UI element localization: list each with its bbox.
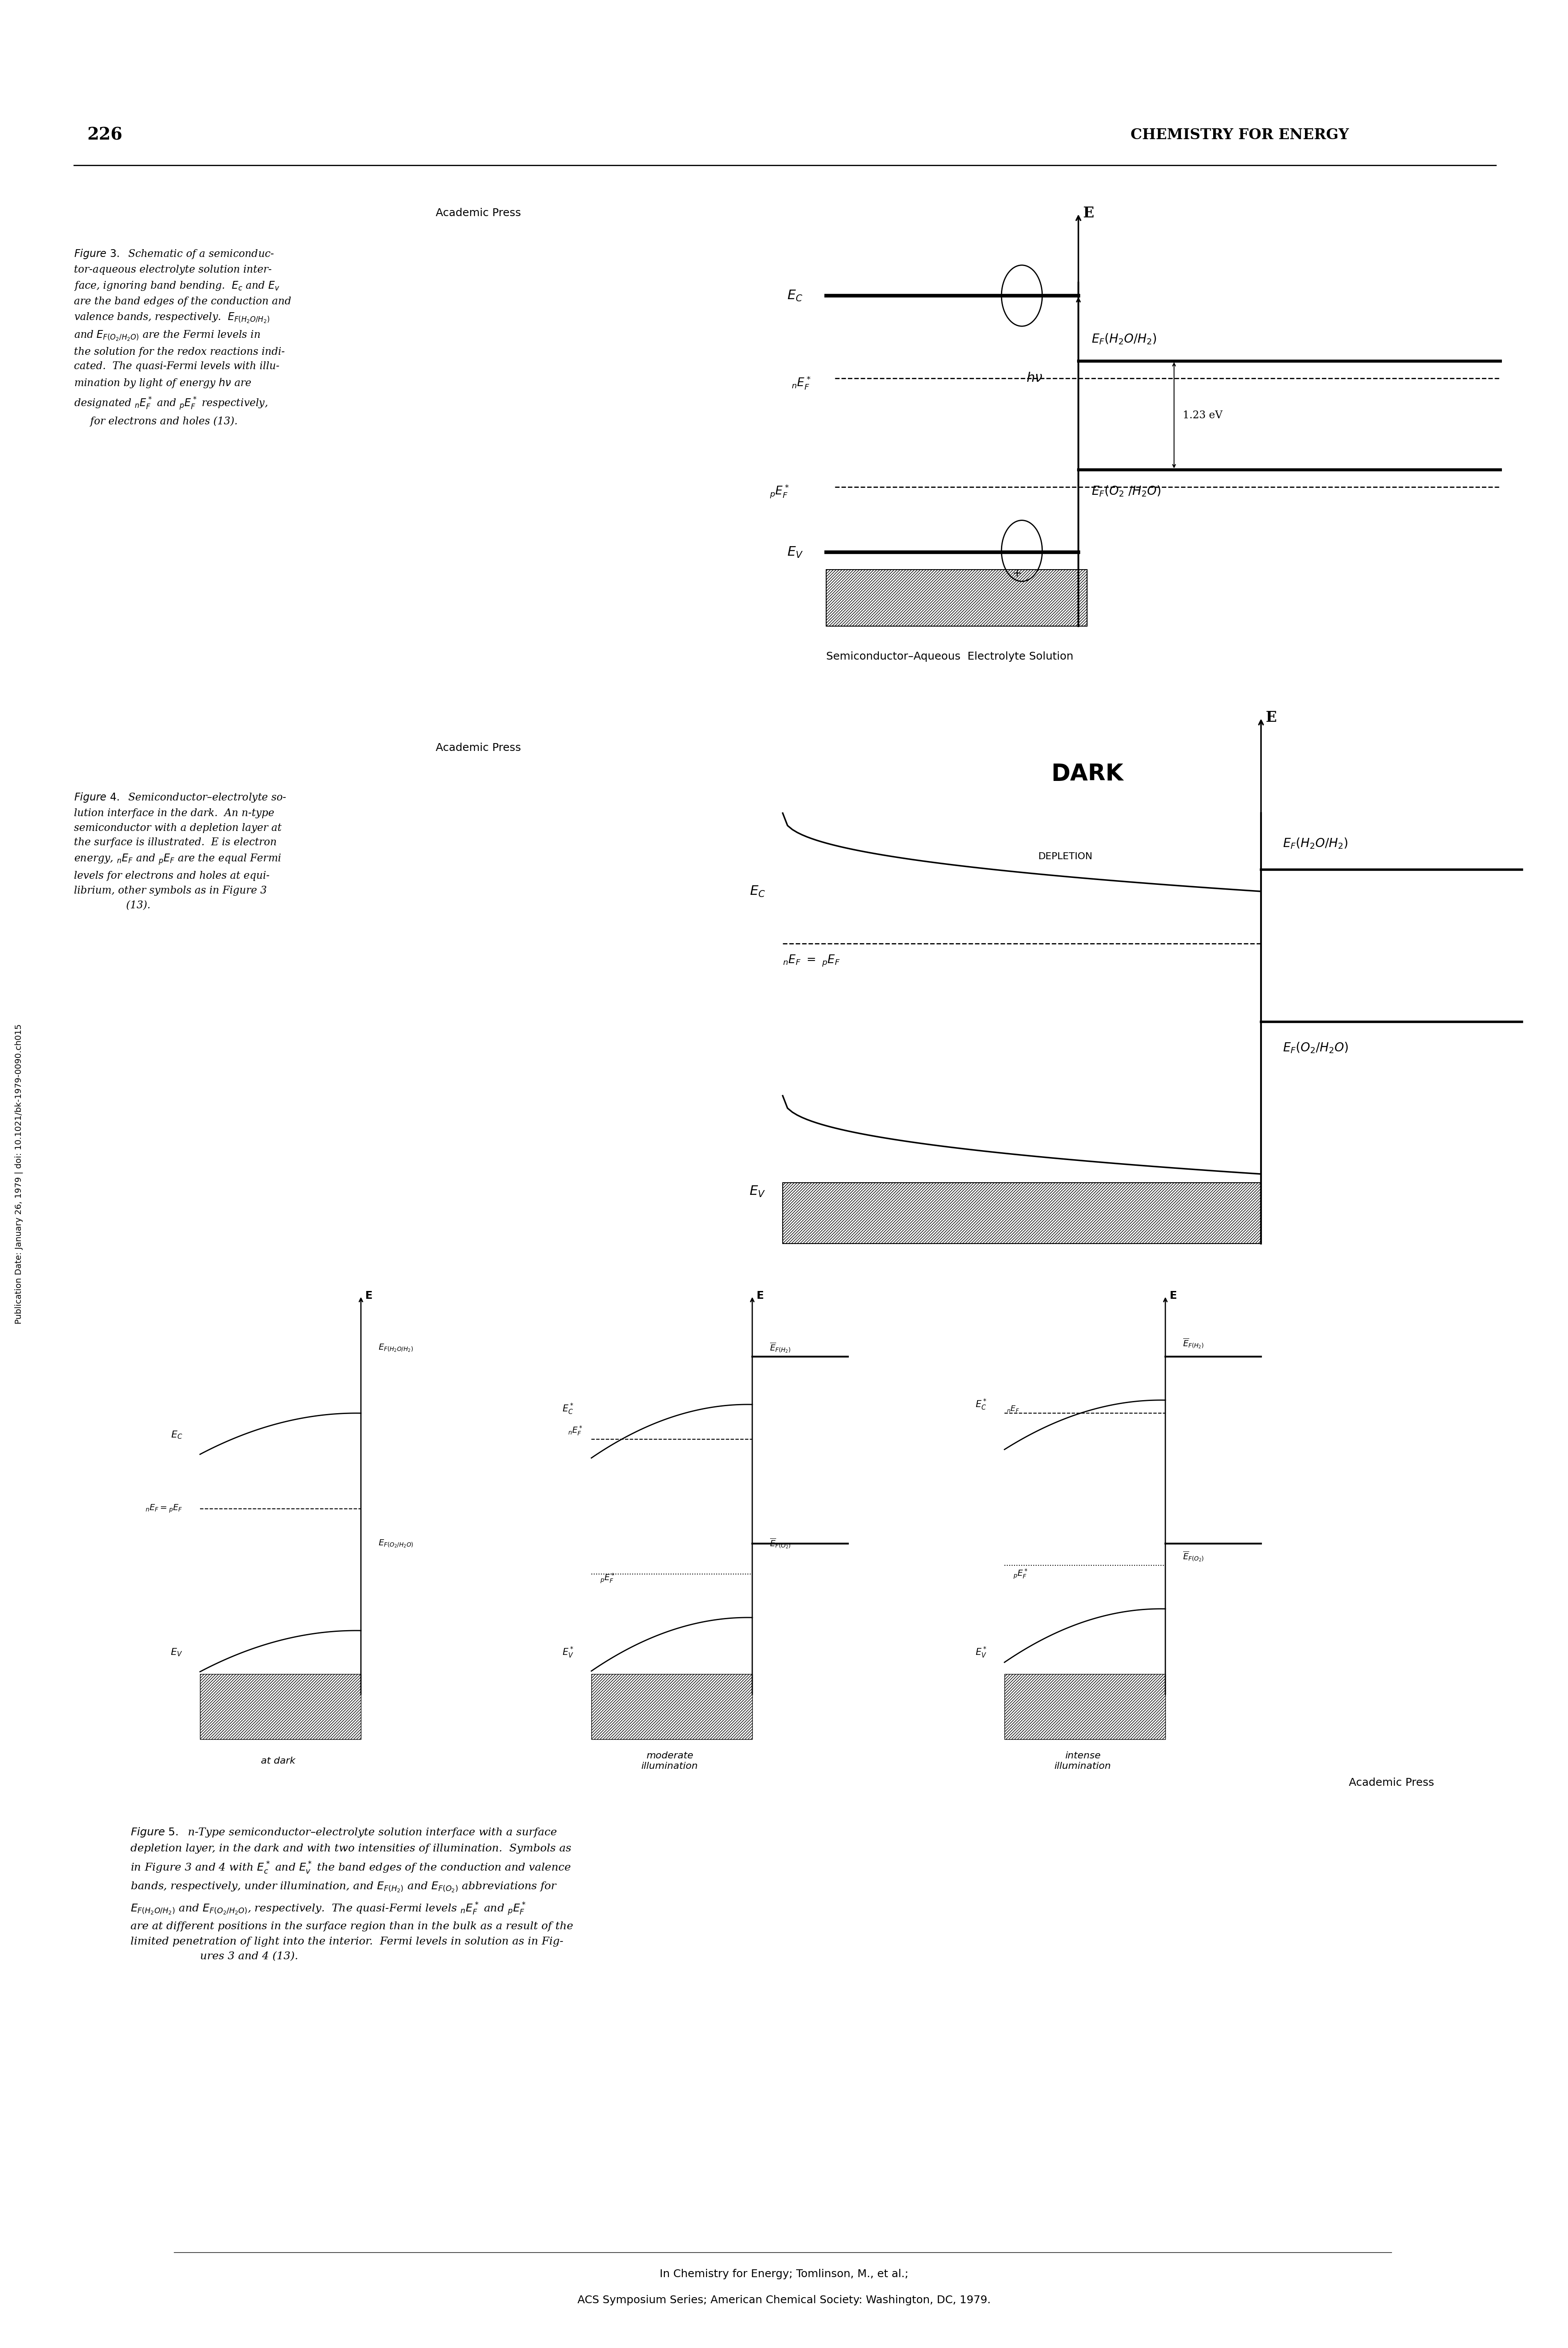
Text: $h\nu$: $h\nu$ (1025, 371, 1043, 385)
Text: $\overline{E}_{F(H_2)}$: $\overline{E}_{F(H_2)}$ (1182, 1338, 1204, 1350)
Text: $_pE_F^*$: $_pE_F^*$ (601, 1573, 615, 1585)
Text: $E_F(H_2O/H_2)$: $E_F(H_2O/H_2)$ (1091, 333, 1157, 345)
Text: $\overline{E}_{F(O_2)}$: $\overline{E}_{F(O_2)}$ (1182, 1550, 1204, 1564)
Text: $_nE_F^*$: $_nE_F^*$ (568, 1425, 583, 1437)
Text: $E_V$: $E_V$ (750, 1186, 765, 1197)
Text: $E_F(O_2/H_2O)$: $E_F(O_2/H_2O)$ (1283, 1040, 1348, 1054)
Text: $E_C^*$: $E_C^*$ (563, 1402, 574, 1416)
Text: In Chemistry for Energy; Tomlinson, M., et al.;: In Chemistry for Energy; Tomlinson, M., … (660, 2268, 908, 2280)
Bar (826, 571, 1087, 627)
Text: $E_V^*$: $E_V^*$ (563, 1646, 574, 1660)
Bar (1005, 1674, 1165, 1740)
Text: CHEMISTRY FOR ENERGY: CHEMISTRY FOR ENERGY (1131, 127, 1348, 141)
Text: $_pE_F^*$: $_pE_F^*$ (770, 484, 789, 500)
Text: $E_{F(H_2O/H_2)}$: $E_{F(H_2O/H_2)}$ (378, 1343, 414, 1352)
Text: $E_F(H_2O/H_2)$: $E_F(H_2O/H_2)$ (1283, 836, 1348, 850)
Text: $\it{Figure\ 3.}$  Schematic of a semiconduc-
tor-aqueous electrolyte solution i: $\it{Figure\ 3.}$ Schematic of a semicon… (74, 249, 292, 427)
Text: $-$: $-$ (1013, 291, 1021, 301)
Text: E: E (365, 1291, 373, 1301)
Text: $_nE_F\ =\ _pE_F$: $_nE_F\ =\ _pE_F$ (782, 953, 840, 967)
Text: $_nE_F^*$: $_nE_F^*$ (792, 376, 811, 390)
Text: E: E (1083, 207, 1094, 221)
Text: Academic Press: Academic Press (1348, 1777, 1435, 1787)
Text: Semiconductor–Aqueous  Electrolyte Solution: Semiconductor–Aqueous Electrolyte Soluti… (826, 650, 1074, 662)
Text: DARK: DARK (1051, 763, 1123, 784)
Text: $_pE_F^*$: $_pE_F^*$ (1013, 1568, 1029, 1580)
Text: $E_C$: $E_C$ (787, 289, 803, 303)
Text: ACS Symposium Series; American Chemical Society: Washington, DC, 1979.: ACS Symposium Series; American Chemical … (577, 2294, 991, 2306)
Text: Academic Press: Academic Press (436, 209, 521, 218)
Text: at dark: at dark (260, 1756, 295, 1766)
Text: $+$: $+$ (1013, 568, 1021, 580)
Text: $_nE_F$: $_nE_F$ (1007, 1404, 1019, 1413)
Bar (591, 1674, 753, 1740)
Text: $E_V$: $E_V$ (171, 1648, 182, 1658)
Text: $E_V^*$: $E_V^*$ (975, 1646, 988, 1660)
Text: E: E (757, 1291, 764, 1301)
Text: $E_C$: $E_C$ (750, 885, 765, 899)
Text: $\overline{E}_{F(H_2)}$: $\overline{E}_{F(H_2)}$ (770, 1341, 790, 1355)
Text: 226: 226 (86, 127, 122, 143)
Text: $E_V$: $E_V$ (787, 545, 803, 559)
Text: $E_C^*$: $E_C^*$ (975, 1397, 988, 1411)
Text: $\it{Figure\ 5.}$  n-Type semiconductor–electrolyte solution interface with a su: $\it{Figure\ 5.}$ n-Type semiconductor–e… (130, 1827, 574, 1961)
Text: moderate
illumination: moderate illumination (641, 1752, 698, 1770)
Text: $\overline{E}_{F(O_2)}$: $\overline{E}_{F(O_2)}$ (770, 1538, 790, 1550)
Text: Academic Press: Academic Press (436, 742, 521, 754)
Text: E: E (1170, 1291, 1178, 1301)
Text: $E_C$: $E_C$ (171, 1430, 182, 1439)
Text: intense
illumination: intense illumination (1054, 1752, 1112, 1770)
Bar (201, 1674, 361, 1740)
Bar (782, 1183, 1261, 1244)
Text: DEPLETION: DEPLETION (1038, 852, 1093, 862)
Text: $\it{Figure\ 4.}$  Semiconductor–electrolyte so-
lution interface in the dark.  : $\it{Figure\ 4.}$ Semiconductor–electrol… (74, 791, 287, 911)
Text: $_nE_F = _pE_F$: $_nE_F = _pE_F$ (146, 1503, 182, 1514)
Text: $E_{F(O_2/H_2O)}$: $E_{F(O_2/H_2O)}$ (378, 1538, 414, 1550)
Text: 1.23 eV: 1.23 eV (1182, 411, 1223, 420)
Text: Publication Date: January 26, 1979 | doi: 10.1021/bk-1979-0090.ch015: Publication Date: January 26, 1979 | doi… (14, 1024, 24, 1324)
Text: E: E (1265, 709, 1276, 726)
Text: $E_F(O_2\ /H_2O)$: $E_F(O_2\ /H_2O)$ (1091, 484, 1160, 498)
